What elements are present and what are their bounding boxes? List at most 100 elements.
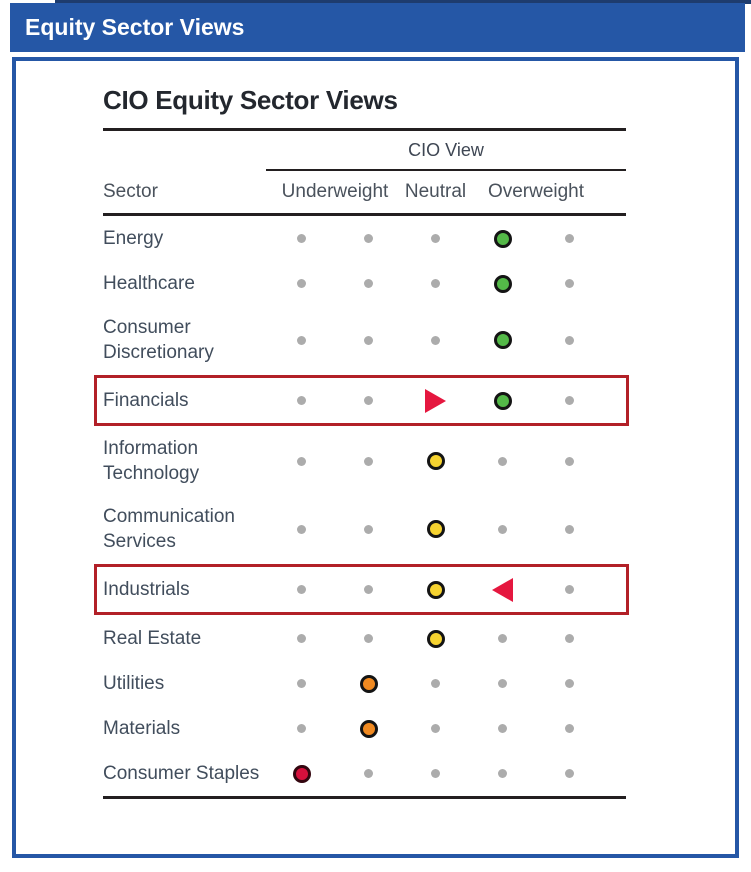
sector-label: Healthcare <box>103 273 195 294</box>
top-border-line <box>55 0 751 4</box>
section-header-bar: Equity Sector Views <box>10 3 745 52</box>
view-cell <box>536 335 603 345</box>
view-cell <box>469 274 536 293</box>
table-title: CIO Equity Sector Views <box>103 85 398 115</box>
scale-dot-icon <box>498 456 507 466</box>
scale-dot-icon <box>364 234 373 243</box>
scale-dot-icon <box>565 679 574 688</box>
scale-dot-icon <box>364 769 373 778</box>
scale-dot-icon <box>565 634 574 643</box>
view-cell <box>402 279 469 288</box>
sector-label: Consumer Staples <box>103 763 260 784</box>
view-cell <box>536 234 603 243</box>
view-cell <box>335 396 402 405</box>
sector-label: Industrials <box>103 579 190 600</box>
scale-dot-icon <box>565 724 574 733</box>
view-cell <box>335 769 402 778</box>
view-cell <box>335 456 402 466</box>
scale-dot-icon <box>297 279 306 288</box>
view-cell <box>469 577 536 602</box>
view-marker-orange-icon <box>359 719 378 738</box>
scale-dot-icon <box>498 724 507 733</box>
scale-dot-icon <box>364 524 373 534</box>
upgrade-arrow-icon <box>425 388 446 413</box>
sector-label: Information Technology <box>103 438 200 484</box>
sector-label: Energy <box>103 228 164 249</box>
view-cell <box>268 279 335 288</box>
view-cell <box>469 331 536 349</box>
view-cell <box>469 229 536 248</box>
scale-dot-icon <box>498 679 507 688</box>
view-cell <box>469 634 536 643</box>
scale-dot-icon <box>364 279 373 288</box>
table-row: Consumer Staples <box>103 751 626 796</box>
view-cell <box>536 279 603 288</box>
view-cell <box>335 335 402 345</box>
view-cell <box>335 524 402 534</box>
downgrade-arrow-icon <box>492 577 513 602</box>
cio-views-table: CIO Equity Sector Views CIO View Sector … <box>94 85 629 799</box>
view-cell <box>536 634 603 643</box>
view-cell <box>268 679 335 688</box>
scale-dot-icon <box>565 234 574 243</box>
scale-dot-icon <box>297 456 306 466</box>
view-marker-yellow-icon <box>426 452 445 470</box>
view-cell <box>335 279 402 288</box>
view-cell <box>469 456 536 466</box>
view-cell <box>469 769 536 778</box>
scale-dot-icon <box>297 585 306 594</box>
scale-dot-icon <box>297 679 306 688</box>
scale-dot-icon <box>431 335 440 345</box>
overweight-column-header: Overweight <box>487 181 585 202</box>
view-cell <box>536 456 603 466</box>
scale-dot-icon <box>431 234 440 243</box>
sector-label: Utilities <box>103 673 165 694</box>
sector-column-header: Sector <box>103 181 158 202</box>
scale-dot-icon <box>297 724 306 733</box>
sector-views-card: CIO Equity Sector Views CIO View Sector … <box>12 57 739 858</box>
table-row: Industrials <box>94 563 629 616</box>
view-cell <box>469 724 536 733</box>
table-row: Utilities <box>103 661 626 706</box>
view-cell <box>335 674 402 693</box>
view-cell <box>335 719 402 738</box>
section-title: Equity Sector Views <box>25 14 245 40</box>
view-marker-yellow-icon <box>426 520 445 538</box>
scale-dot-icon <box>565 335 574 345</box>
scale-dot-icon <box>565 456 574 466</box>
title-divider <box>103 128 626 131</box>
table-row: Information Technology <box>103 427 626 495</box>
table-row: Energy <box>103 216 626 261</box>
view-cell <box>536 396 603 405</box>
underweight-column-header: Underweight <box>281 181 389 202</box>
view-cell <box>335 234 402 243</box>
scale-dot-icon <box>297 524 306 534</box>
view-cell <box>268 634 335 643</box>
view-cell <box>268 585 335 594</box>
view-cell <box>536 679 603 688</box>
view-cell <box>469 679 536 688</box>
view-cell <box>268 456 335 466</box>
view-marker-green-icon <box>493 331 512 349</box>
sector-label: Communication Services <box>103 506 235 552</box>
view-cell <box>268 335 335 345</box>
sector-label: Financials <box>103 390 189 411</box>
scale-dot-icon <box>297 335 306 345</box>
view-cell <box>536 585 603 594</box>
sector-label: Materials <box>103 718 181 739</box>
view-marker-yellow-icon <box>426 580 445 599</box>
table-body: Energy Healthcare Consumer Discretionary… <box>94 216 629 796</box>
scale-dot-icon <box>297 634 306 643</box>
table-row: Healthcare <box>103 261 626 306</box>
view-marker-yellow-icon <box>426 629 445 648</box>
table-row: Financials <box>94 374 629 427</box>
table-row: Consumer Discretionary <box>103 306 626 374</box>
view-cell <box>402 629 469 648</box>
scale-dot-icon <box>565 279 574 288</box>
scale-dot-icon <box>431 724 440 733</box>
scale-dot-icon <box>364 335 373 345</box>
scale-dot-icon <box>297 234 306 243</box>
scale-dot-icon <box>364 456 373 466</box>
view-cell <box>402 335 469 345</box>
